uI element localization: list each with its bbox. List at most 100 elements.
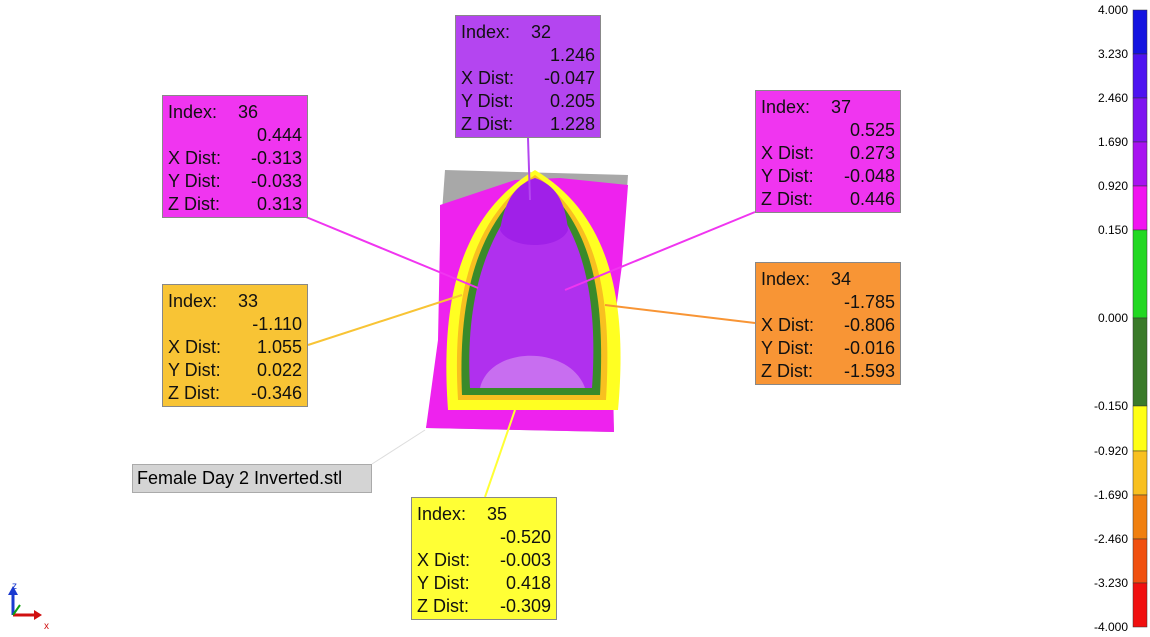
index-label: Index:	[168, 291, 218, 311]
dist-label: X Dist:	[761, 143, 815, 163]
index-value: 34	[831, 269, 852, 289]
dist-label: X Dist:	[168, 148, 222, 168]
scale-label: -4.000	[1093, 620, 1128, 634]
leader-line	[305, 216, 479, 289]
callout: Index: 36 0.444 X Dist: -0.313 Y Dist: -0.033 Z…	[162, 95, 308, 218]
dist-label: X Dist:	[417, 550, 471, 570]
dist-label: Y Dist:	[168, 360, 221, 380]
callout: Index: 34 -1.785 X Dist: -0.806 Y Dist: -0.016…	[755, 262, 901, 385]
dist-label: X Dist:	[461, 68, 515, 88]
scale-label: -3.230	[1093, 576, 1128, 590]
scale-label: 3.230	[1097, 47, 1128, 61]
dist-value: -0.033	[250, 171, 302, 191]
file-leader	[371, 429, 426, 465]
callout: Index: 37 0.525 X Dist: 0.273 Y Dist: -0.048 Z …	[755, 90, 901, 213]
model	[426, 170, 628, 432]
total-value: 0.444	[256, 125, 302, 145]
dist-value: 0.446	[849, 189, 895, 209]
index-label: Index:	[761, 97, 811, 117]
scale-label: 0.150	[1097, 223, 1128, 237]
dist-label: Z Dist:	[417, 596, 469, 616]
callout: Index: 33 -1.110 X Dist: 1.055 Y Dist: 0.022 Z …	[162, 284, 308, 407]
dist-label: Y Dist:	[761, 166, 814, 186]
scale-segment	[1132, 405, 1148, 452]
scale-label: 0.920	[1097, 179, 1128, 193]
index-value: 36	[238, 102, 259, 122]
dist-value: 0.313	[256, 194, 302, 214]
scale-segment	[1132, 538, 1148, 584]
z-label: z	[12, 581, 17, 592]
callout: Index: 35 -0.520 X Dist: -0.003 Y Dist: 0.418 Z…	[411, 497, 557, 620]
dist-value: 1.055	[256, 337, 302, 357]
index-label: Index:	[761, 269, 811, 289]
scale-label: -1.690	[1093, 488, 1128, 502]
callout: Index: 32 1.246 X Dist: -0.047 Y Dist: 0.205 Z …	[455, 15, 601, 138]
scale-segment	[1132, 450, 1148, 496]
dist-label: Z Dist:	[761, 189, 813, 209]
scale-segment	[1132, 229, 1148, 319]
leader-line	[604, 304, 756, 324]
scale-segment	[1132, 317, 1148, 407]
scale-label: -2.460	[1093, 532, 1128, 546]
scale-label: -0.150	[1093, 399, 1128, 413]
dist-label: Z Dist:	[461, 114, 513, 134]
model-tip	[500, 178, 568, 245]
dist-value: -0.309	[499, 596, 551, 616]
x-label: x	[44, 621, 49, 632]
scale-segment	[1132, 185, 1148, 231]
leader-line	[527, 137, 531, 201]
total-value: -0.520	[499, 527, 551, 547]
scale-segment	[1132, 97, 1148, 143]
index-value: 32	[531, 22, 552, 42]
scale-label: 0.000	[1097, 311, 1128, 325]
dist-label: Y Dist:	[417, 573, 470, 593]
dist-label: Z Dist:	[761, 361, 813, 381]
scale-label: 4.000	[1097, 3, 1128, 17]
model-end	[480, 355, 585, 388]
y-axis	[12, 604, 21, 616]
dist-value: -0.048	[843, 166, 895, 186]
dist-value: -1.593	[843, 361, 895, 381]
dist-label: X Dist:	[168, 337, 222, 357]
index-label: Index:	[168, 102, 218, 122]
file-label: Female Day 2 Inverted.stl	[132, 464, 372, 493]
dist-value: 0.273	[849, 143, 895, 163]
scale-label: 2.460	[1097, 91, 1128, 105]
total-value: -1.110	[252, 314, 302, 334]
index-value: 35	[487, 504, 508, 524]
scale-segment	[1132, 141, 1148, 187]
dist-label: Y Dist:	[761, 338, 814, 358]
leader-line	[484, 409, 516, 498]
dist-value: 0.418	[505, 573, 551, 593]
dist-label: X Dist:	[761, 315, 815, 335]
scale-segment	[1132, 582, 1148, 628]
scale-label: -0.920	[1093, 444, 1128, 458]
scale-segment	[1132, 494, 1148, 540]
dist-value: 0.022	[256, 360, 302, 380]
scale-segment	[1132, 9, 1148, 55]
index-value: 37	[831, 97, 852, 117]
x-arrow	[34, 610, 42, 620]
dist-label: Y Dist:	[168, 171, 221, 191]
dist-value: -0.313	[250, 148, 302, 168]
scale-segment	[1132, 53, 1148, 99]
scale-label: 1.690	[1097, 135, 1128, 149]
leader-line	[564, 211, 756, 291]
dist-label: Z Dist:	[168, 383, 220, 403]
total-value: -1.785	[843, 292, 895, 312]
leader-line	[307, 294, 463, 346]
axis-triad: z x	[8, 581, 49, 632]
dist-value: -0.346	[250, 383, 302, 403]
total-value: 1.246	[549, 45, 595, 65]
dist-value: 0.205	[549, 91, 595, 111]
index-label: Index:	[417, 504, 467, 524]
z-arrow	[8, 586, 18, 595]
dist-value: -0.003	[499, 550, 551, 570]
dist-value: -0.047	[543, 68, 595, 88]
dist-label: Y Dist:	[461, 91, 514, 111]
index-label: Index:	[461, 22, 511, 42]
dist-value: 1.228	[549, 114, 595, 134]
dist-value: -0.016	[843, 338, 895, 358]
